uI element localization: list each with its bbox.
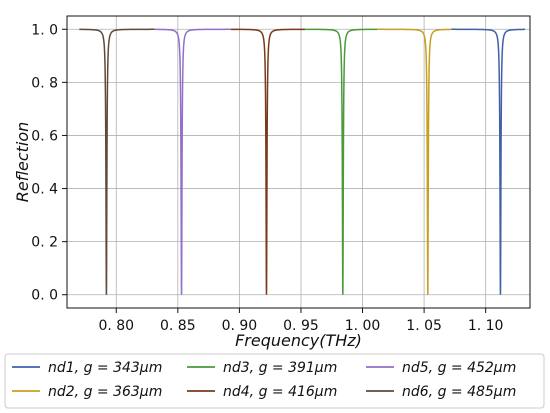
x-tick-label: 1. 05 [406,318,442,334]
legend-label: nd5, g = 452μm [402,360,516,376]
series-line-4 [230,28,305,295]
series-line-6 [79,28,155,295]
plot-frame [66,15,531,309]
series-line-3 [303,28,378,295]
legend: nd1, g = 343μm nd2, g = 363μm nd3, g = 391… [4,353,545,409]
legend-label: nd4, g = 416μm [223,384,337,400]
series-line-5 [154,28,231,295]
series-lines [79,28,526,295]
legend-label: nd3, g = 391μm [223,360,337,376]
legend-label: nd6, g = 485μm [402,384,516,400]
y-tick-label: 0. 6 [31,128,58,144]
x-tick-label: 0. 95 [283,318,319,334]
y-tick-label: 0. 0 [31,288,58,304]
y-tick-label: 0. 2 [31,235,58,251]
x-tick-label: 0. 90 [222,318,258,334]
axis-ticks: 0. 80 0. 85 0. 90 0. 95 1. 00 1. 05 1. 10 0. 0 0… [31,22,503,334]
x-tick-label: 1. 10 [468,318,504,334]
y-tick-label: 0. 8 [31,75,58,91]
x-tick-label: 1. 00 [345,318,381,334]
legend-label: nd2, g = 363μm [48,384,162,400]
y-tick-label: 0. 4 [31,182,58,198]
x-axis-label: Frequency(THz) [235,331,362,350]
x-tick-label: 0. 80 [98,318,134,334]
x-tick-label: 0. 85 [160,318,196,334]
legend-label: nd1, g = 343μm [48,360,162,376]
grid [67,16,530,308]
series-line-2 [377,28,452,295]
series-line-1 [451,28,526,295]
legend-box [4,353,545,409]
y-tick-label: 1. 0 [31,22,58,38]
y-axis-label: Reflection [13,122,32,203]
